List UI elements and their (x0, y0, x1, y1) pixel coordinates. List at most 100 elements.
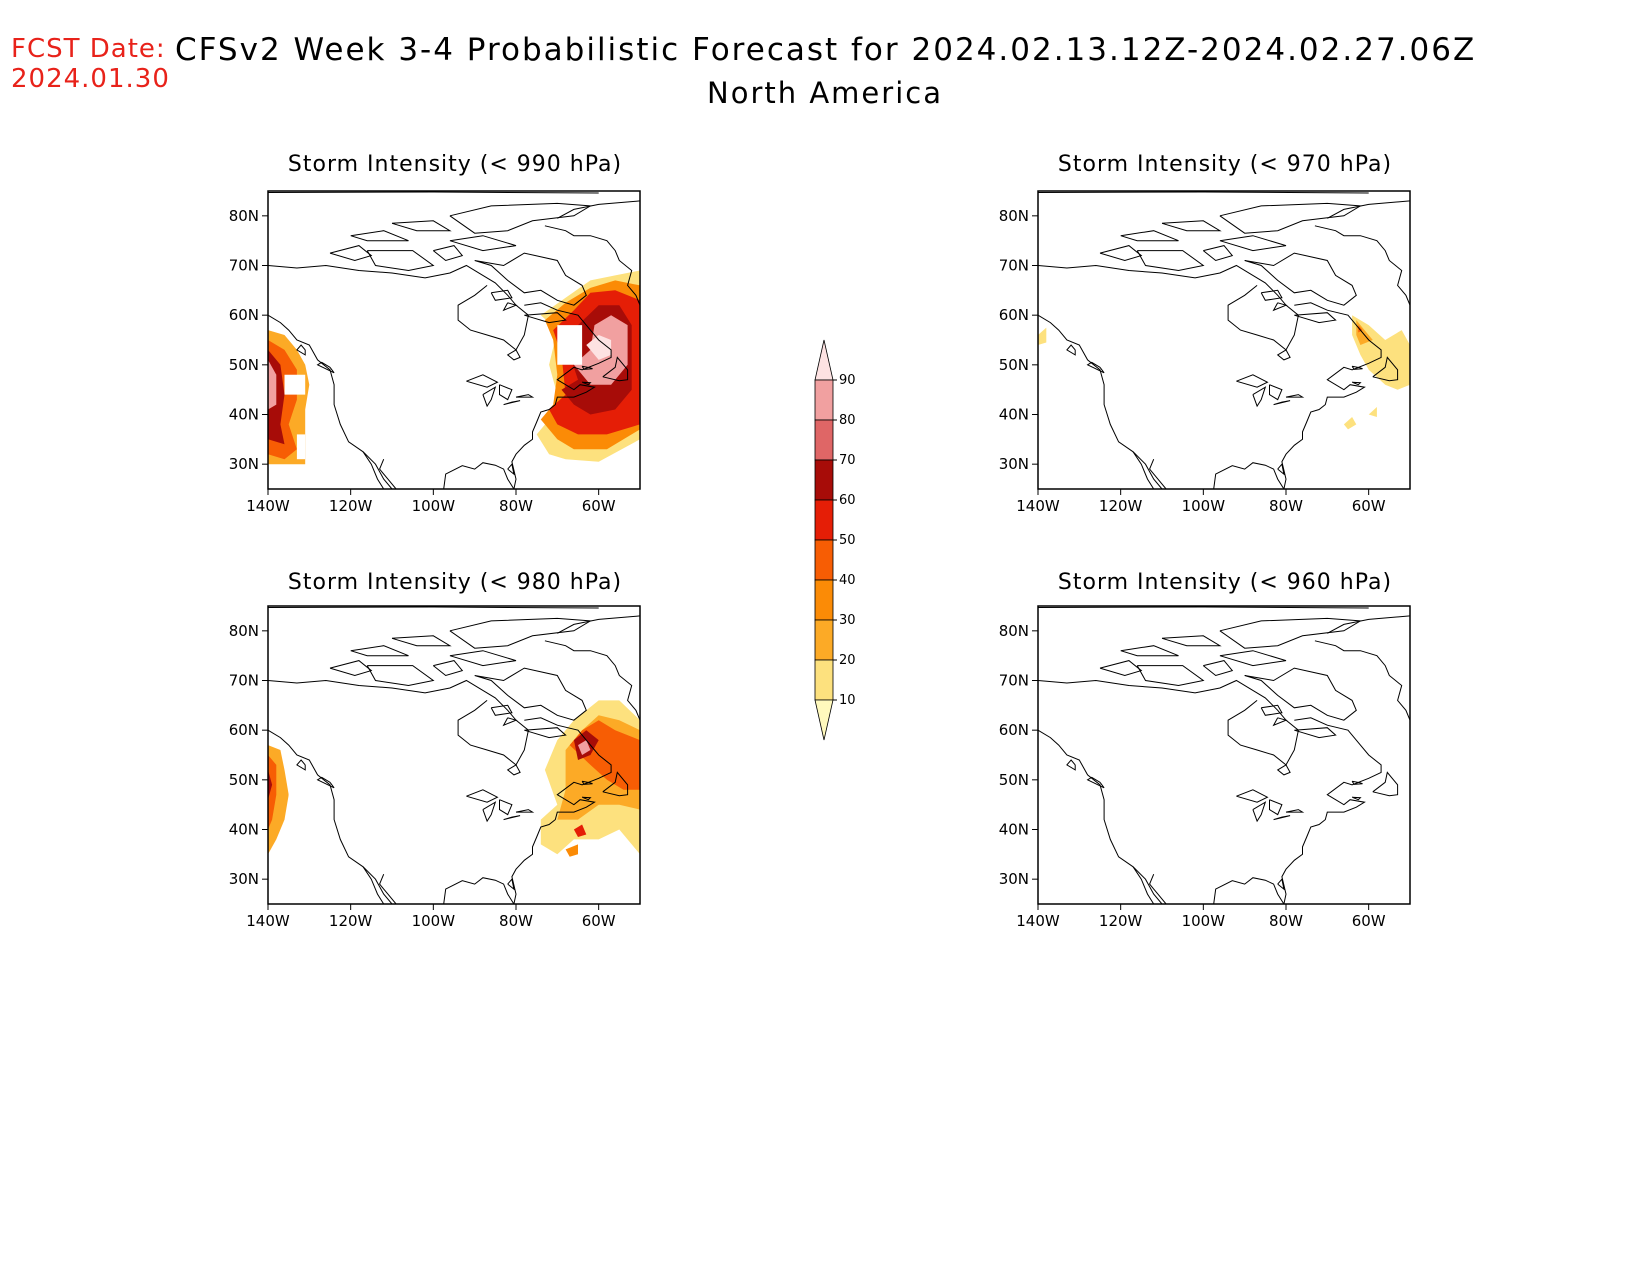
coastline (1219, 650, 1287, 667)
map-panel-990: 80N 70N 60N 50N 40N 30N 140W 120W 100W 80W 60W (229, 190, 641, 515)
colorbar-segment (814, 419, 834, 461)
lat-tick-label: 40N (999, 406, 1029, 424)
coastline (1213, 462, 1285, 489)
map-frame (267, 190, 641, 490)
coastline (544, 640, 640, 721)
coastline (449, 202, 593, 234)
coastline (502, 302, 518, 312)
coastline (482, 801, 497, 823)
lat-tick-label: 40N (229, 406, 259, 424)
coastline (1372, 356, 1399, 382)
coastline (581, 796, 592, 801)
coastline (268, 679, 529, 766)
lat-tick-label: 30N (229, 870, 259, 888)
lon-tick-label: 60W (582, 497, 616, 515)
colorbar-segment (814, 579, 834, 621)
map-frame (1037, 190, 1411, 490)
colorbar-segment (814, 339, 834, 381)
lon-tick-label: 140W (1016, 497, 1060, 515)
coastline (503, 400, 521, 406)
coastline (443, 877, 515, 904)
map-panel-980: 80N 70N 60N 50N 40N 30N 140W 120W 100W 80W 60W (229, 605, 641, 930)
colorbar-tick-label: 90 (839, 373, 856, 388)
coastline (350, 230, 409, 242)
coastline (1236, 789, 1269, 803)
coastline (1136, 665, 1205, 687)
coastline (499, 384, 513, 401)
probability-shade (1368, 407, 1377, 417)
probability-shade (1038, 327, 1047, 345)
coastline (432, 660, 464, 677)
coastline (1038, 606, 1369, 609)
coastline (316, 776, 335, 789)
coastline (581, 365, 593, 370)
coastline (506, 349, 521, 361)
lat-tick-label: 60N (229, 721, 259, 739)
coastline (1161, 220, 1222, 232)
coastline (362, 866, 385, 904)
coastline (1038, 191, 1369, 194)
coastline (1272, 302, 1288, 312)
coastline (1260, 704, 1283, 716)
lat-tick-label: 50N (229, 356, 259, 374)
lon-tick-label: 120W (1099, 497, 1143, 515)
coastline (524, 727, 567, 739)
coastline (1273, 815, 1291, 821)
colorbar-segment (814, 499, 834, 541)
lon-tick-label: 120W (1099, 912, 1143, 930)
coastline (1066, 759, 1076, 771)
coastline (1252, 386, 1267, 408)
lat-tick-label: 80N (229, 207, 259, 225)
coastline (466, 374, 499, 388)
coastline (391, 220, 452, 232)
lon-tick-label: 100W (412, 497, 456, 515)
coastline (1161, 635, 1222, 647)
coastline (1351, 796, 1362, 801)
coastline (1277, 463, 1285, 476)
lon-tick-label: 100W (412, 912, 456, 930)
coastline (268, 729, 393, 904)
coastline (1281, 302, 1382, 489)
coastline (296, 344, 306, 356)
coastline (1202, 245, 1234, 262)
lat-tick-label: 60N (229, 306, 259, 324)
coastline (449, 235, 517, 252)
coastline (316, 361, 335, 374)
fcst-date-label: FCST Date: (11, 34, 166, 64)
coastline (1149, 459, 1167, 489)
colorbar-segment (814, 659, 834, 701)
panel-title-960: Storm Intensity (< 960 hPa) (1057, 570, 1393, 595)
coastline (268, 191, 599, 194)
coastline (1038, 314, 1163, 489)
coastline (507, 878, 515, 891)
coastline (379, 459, 397, 489)
colorbar-segment (814, 619, 834, 661)
coastline (557, 200, 640, 219)
lat-tick-label: 60N (999, 721, 1029, 739)
coastline (1285, 809, 1305, 813)
coastline (1281, 717, 1382, 904)
colorbar-tick-label: 50 (839, 533, 856, 548)
coastline (329, 660, 373, 677)
coastline (557, 615, 640, 634)
colorbar-segment (814, 539, 834, 581)
probability-shade (578, 740, 591, 755)
coastline (296, 759, 306, 771)
coastline (1132, 866, 1155, 904)
coastline (1351, 365, 1363, 370)
colorbar-tick-label: 30 (839, 613, 856, 628)
coastline (391, 635, 452, 647)
page-subtitle: North America (707, 76, 943, 110)
colorbar-segment (814, 379, 834, 421)
coastline-990 (268, 191, 640, 489)
probability-shade (1356, 320, 1373, 345)
coastline (511, 302, 612, 489)
coastline (1236, 374, 1269, 388)
coastline (1294, 727, 1337, 739)
lon-tick-label: 100W (1182, 912, 1226, 930)
coastline (1066, 344, 1076, 356)
coastline (1149, 874, 1167, 904)
lon-tick-label: 60W (1352, 912, 1386, 930)
colorbar-segment (814, 459, 834, 501)
coastline (379, 874, 397, 904)
